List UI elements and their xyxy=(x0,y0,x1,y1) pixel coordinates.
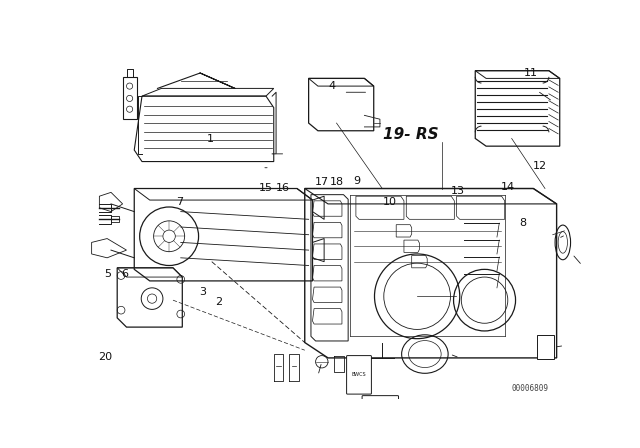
Text: 15: 15 xyxy=(259,183,273,193)
FancyBboxPatch shape xyxy=(362,396,399,439)
Text: 8: 8 xyxy=(520,218,527,228)
Text: 11: 11 xyxy=(524,68,538,78)
Text: 13: 13 xyxy=(451,186,465,196)
Text: 19- RS: 19- RS xyxy=(383,127,439,142)
Text: 3: 3 xyxy=(200,287,207,297)
Text: 00006809: 00006809 xyxy=(511,384,548,393)
Text: 2: 2 xyxy=(215,297,223,307)
FancyBboxPatch shape xyxy=(347,356,371,394)
Text: 14: 14 xyxy=(500,181,515,192)
Text: 9: 9 xyxy=(353,177,360,186)
Text: 4: 4 xyxy=(328,81,335,91)
Text: 6: 6 xyxy=(121,269,128,279)
Text: BWCS: BWCS xyxy=(352,372,366,377)
FancyBboxPatch shape xyxy=(537,335,554,359)
Text: 16: 16 xyxy=(275,183,289,193)
Text: 18: 18 xyxy=(330,177,344,187)
Text: 12: 12 xyxy=(533,161,547,171)
Text: 5: 5 xyxy=(104,269,111,279)
Text: 7: 7 xyxy=(175,197,183,207)
Text: 20: 20 xyxy=(98,352,112,362)
Text: 10: 10 xyxy=(383,197,397,207)
Text: 17: 17 xyxy=(315,177,329,187)
Text: 1: 1 xyxy=(207,134,214,144)
